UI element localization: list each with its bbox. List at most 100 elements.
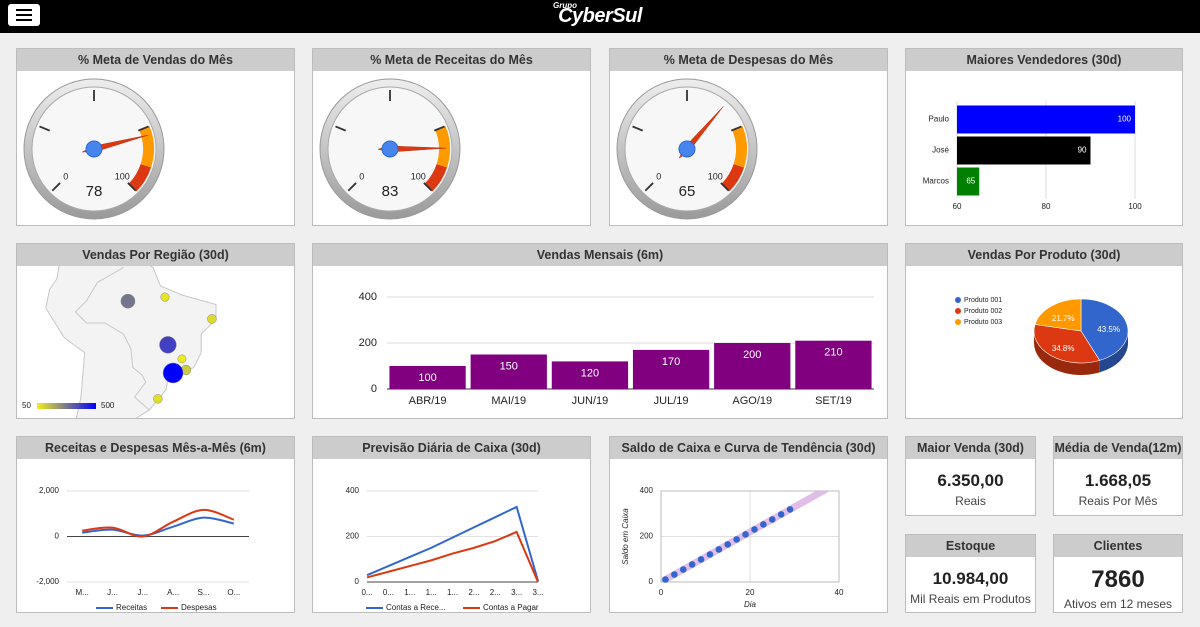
gauge-cap — [678, 140, 696, 158]
gauge-band — [721, 164, 745, 192]
y-axis-label: Saldo em Caixa — [621, 508, 630, 565]
y-tick-label: 200 — [346, 532, 360, 541]
region-bubble — [207, 314, 217, 324]
x-tick-label: O... — [227, 588, 240, 597]
scatter-point — [751, 526, 758, 533]
panel-title: % Meta de Vendas do Mês — [17, 49, 294, 71]
panel: % Meta de Vendas do Mês 0 100 78 — [16, 48, 295, 226]
brand-small: Grupo — [553, 1, 577, 10]
color-legend-label: 50 — [22, 401, 31, 410]
y-tick-label: 400 — [346, 486, 360, 495]
legend-swatch — [955, 319, 961, 325]
x-tick-label: 1... — [447, 588, 458, 597]
y-tick-label: 200 — [359, 337, 377, 349]
gauge-range-label: 100 — [708, 172, 723, 182]
kpi-title: Maior Venda (30d) — [906, 437, 1035, 459]
panel: % Meta de Despesas do Mês 0 100 65 — [609, 48, 888, 226]
kpi-title: Média de Venda(12m) — [1054, 437, 1182, 459]
x-tick-label: J... — [107, 588, 118, 597]
y-tick-label: 2,000 — [39, 486, 60, 495]
data-label: 210 — [824, 347, 842, 359]
panel: Previsão Diária de Caixa (30d) 0 200 400 0.… — [312, 436, 591, 613]
series-line — [366, 530, 539, 583]
x-tick-label: 80 — [1042, 202, 1051, 211]
panel-title: Saldo de Caixa e Curva de Tendência (30d… — [610, 437, 887, 459]
x-tick-label: JUL/19 — [654, 395, 689, 407]
panel-title: Maiores Vendedores (30d) — [906, 49, 1182, 71]
kpi-card: Média de Venda(12m) 1.668,05 Reais Por M… — [1053, 436, 1183, 516]
scatter-point — [697, 556, 705, 563]
gauge-tick — [423, 182, 433, 192]
scatter-point — [724, 541, 732, 548]
legend-label: Produto 002 — [964, 308, 1002, 315]
legend-label: Produto 001 — [964, 297, 1002, 304]
region-bubble — [160, 292, 170, 302]
menu-button[interactable] — [8, 4, 40, 26]
kpi-title: Estoque — [906, 535, 1035, 557]
x-tick-label: 60 — [953, 202, 962, 211]
x-tick-label: 0... — [383, 588, 394, 597]
x-tick-label: 2... — [468, 588, 479, 597]
y-tick-label: 0 — [371, 383, 377, 395]
data-label: 65 — [966, 177, 975, 186]
x-tick-label: M... — [75, 588, 88, 597]
plot-frame — [660, 490, 840, 583]
kpi-value: 7860 — [1091, 566, 1145, 593]
gauge-tick — [731, 125, 742, 132]
chart: -2,000 0 2,000 M... J... J... A... S... O... Rece… — [36, 486, 249, 612]
kpi-value: 6.350,00 — [937, 471, 1004, 490]
kpi-caption: Reais Por Mês — [1078, 494, 1158, 508]
gauge-value: 83 — [382, 183, 399, 200]
gauge-tick — [347, 182, 357, 192]
bar — [795, 340, 872, 389]
x-axis-label: Dia — [744, 600, 757, 609]
chart: 0 200 400 100 ABR/19 150 MAI/19 120 JUN/19 170 JUL… — [359, 291, 874, 407]
x-tick-label: 20 — [746, 588, 755, 597]
gauge-band — [424, 164, 448, 192]
bar — [957, 167, 980, 196]
panel: % Meta de Receitas do Mês 0 100 83 — [312, 48, 591, 226]
border — [74, 267, 150, 411]
scatter-point — [662, 576, 669, 583]
gauge-tick — [632, 125, 643, 132]
y-tick-label: 0 — [649, 577, 654, 586]
slice-label: 43.5% — [1097, 325, 1120, 334]
series-line — [82, 516, 235, 537]
data-label: 200 — [743, 349, 761, 361]
x-tick-label: 100 — [1128, 202, 1142, 211]
data-label: 90 — [1078, 146, 1087, 155]
x-tick-label: 1... — [404, 588, 415, 597]
bar — [470, 354, 547, 389]
gauge-range-label: 0 — [359, 172, 364, 182]
region-bubble — [177, 354, 187, 364]
chart: 0 100 78 — [23, 78, 165, 220]
kpi-card: Clientes 7860 Ativos em 12 meses — [1053, 534, 1183, 613]
x-tick-label: AGO/19 — [732, 395, 772, 407]
brand: CyberSul — [558, 5, 642, 27]
x-tick-label: A... — [167, 588, 179, 597]
y-tick-label: 400 — [640, 486, 654, 495]
slice-label: 21.7% — [1052, 314, 1075, 323]
data-label: 100 — [1118, 115, 1132, 124]
y-tick-label: 400 — [359, 291, 377, 303]
kpi-value: 1.668,05 — [1084, 471, 1152, 490]
panel: Saldo de Caixa e Curva de Tendência (30d… — [609, 436, 888, 613]
chart: 50 500 — [22, 266, 217, 418]
pie-side — [1034, 331, 1100, 375]
kpi-caption: Reais — [955, 494, 986, 508]
legend-swatch — [955, 308, 961, 314]
x-tick-label: S... — [197, 588, 209, 597]
scatter-point — [733, 536, 740, 543]
y-tick-label: -2,000 — [36, 577, 59, 586]
category-label: José — [932, 146, 949, 155]
legend-label: Contas a Pagar — [483, 603, 539, 612]
gauge-range-label: 0 — [63, 172, 68, 182]
x-tick-label: 40 — [835, 588, 844, 597]
data-label: 120 — [581, 367, 599, 379]
gauge-cap — [85, 140, 103, 158]
scatter-point — [679, 566, 687, 573]
land — [45, 266, 217, 418]
slice-label: 34.8% — [1052, 344, 1075, 353]
gauge-tick — [644, 182, 654, 192]
panel: Vendas Mensais (6m) 0 200 400 100 ABR/19 150 M… — [312, 243, 888, 419]
